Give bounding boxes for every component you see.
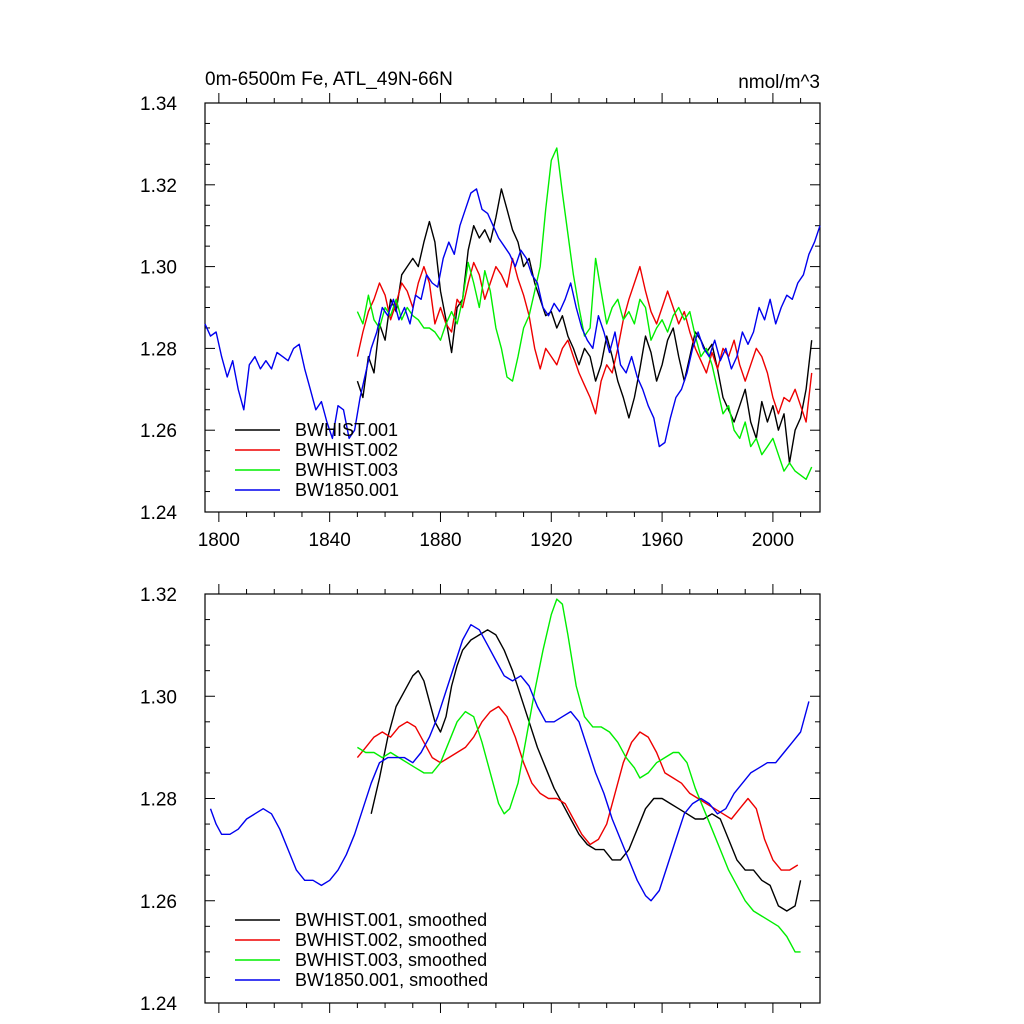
top-x-tick-label: 1840 [309,530,351,551]
top-y-tick-label: 1.28 [140,339,177,360]
top-series-line-3 [356,147,813,480]
top-panel: 0m-6500m Fe, ATL_49N-66N nmol/m^3 1800 18… [140,69,821,551]
bottom-y-tick-label: 1.28 [140,790,177,811]
top-y-tick-label: 1.30 [140,258,177,279]
bottom-legend-label: BWHIST.002, smoothed [295,930,487,950]
top-panel-units: nmol/m^3 [738,72,820,93]
top-x-tick-label: 1880 [419,530,461,551]
top-x-tick-label: 1920 [530,530,572,551]
top-x-tick-label: 1960 [641,530,683,551]
top-x-tick-label: 2000 [752,530,794,551]
top-y-tick-label: 1.24 [140,503,177,524]
bottom-legend-label: BW1850.001, smoothed [295,970,488,990]
top-legend-label: BWHIST.003 [295,460,398,480]
bottom-series-line-3 [357,598,801,953]
bottom-legend-label: BWHIST.003, smoothed [295,950,487,970]
top-legend-label: BW1850.001 [295,480,399,500]
bottom-series-line-1 [370,629,802,912]
bottom-y-tick-label: 1.26 [140,892,177,913]
bottom-series-line-2 [356,705,799,871]
top-y-tick-label: 1.34 [140,94,177,115]
top-y-tick-label: 1.32 [140,176,177,197]
bottom-legend-label: BWHIST.001, smoothed [295,910,487,930]
top-x-tick-label: 1800 [198,530,240,551]
top-series-line-4 [204,188,821,448]
bottom-panel: 1.24 1.26 1.28 1.30 1.32 BWHIST.001, smoothed… [140,584,821,1015]
bottom-y-tick-label: 1.30 [140,687,177,708]
top-legend-label: BWHIST.001 [295,420,398,440]
top-series-line-1 [356,188,813,464]
top-y-tick-label: 1.26 [140,421,177,442]
bottom-y-tick-label: 1.24 [140,994,177,1015]
bottom-series-line-4 [209,624,810,902]
top-legend-label: BWHIST.002 [295,440,398,460]
bottom-y-tick-label: 1.32 [140,585,177,606]
top-panel-title: 0m-6500m Fe, ATL_49N-66N [205,69,453,90]
top-series-line-2 [356,257,813,423]
